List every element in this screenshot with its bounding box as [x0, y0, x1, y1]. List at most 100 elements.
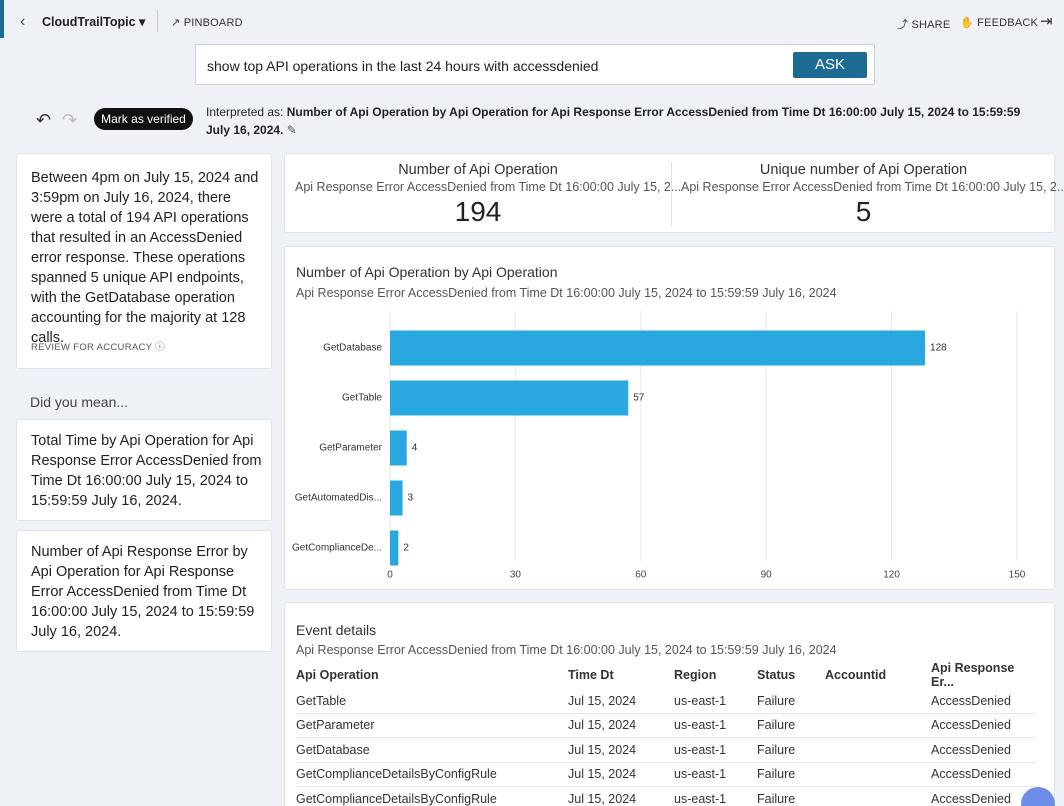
table-cell — [825, 786, 931, 806]
verify-button[interactable]: Mark as verified — [94, 108, 193, 130]
table-row: GetComplianceDetailsByConfigRule Jul 15, … — [296, 762, 1036, 787]
y-tick-label: GetTable — [342, 393, 382, 404]
search-box[interactable]: show top API operations in the last 24 h… — [195, 44, 875, 85]
topic-name: CloudTrailTopic — [42, 15, 136, 29]
chart-title: Number of Api Operation by Api Operation — [296, 264, 558, 280]
summary-card: Between 4pm on July 15, 2024 and 3:59pm … — [16, 153, 272, 369]
chart-subtitle: Api Response Error AccessDenied from Tim… — [296, 286, 837, 300]
x-tick-label: 120 — [883, 570, 900, 578]
collapse-icon[interactable]: ⇥ — [1040, 13, 1053, 30]
kpi-subtitle: Api Response Error AccessDenied from Tim… — [681, 180, 1064, 194]
x-tick-label: 60 — [635, 570, 647, 578]
table-cell — [825, 737, 931, 763]
suggestion-text: Number of Api Response Error by Api Oper… — [31, 544, 255, 640]
suggestion-card[interactable]: Total Time by Api Operation for Api Resp… — [16, 419, 272, 521]
chart-card: Number of Api Operation by Api Operation… — [284, 246, 1055, 590]
kpi-title: Number of Api Operation — [398, 162, 558, 178]
value-label: 4 — [412, 443, 418, 454]
table-cell: Jul 15, 2024 — [568, 737, 674, 763]
table-cell — [825, 762, 931, 787]
review-label: REVIEW FOR ACCURACY — [31, 342, 153, 353]
interp-prefix: Interpreted as: — [206, 105, 284, 119]
table-cell: AccessDenied — [931, 762, 1036, 787]
interpretation: Interpreted as: Number of Api Operation … — [206, 105, 1021, 137]
table-cell: GetComplianceDetailsByConfigRule — [296, 762, 568, 787]
side-strip — [0, 0, 4, 38]
y-tick-label: GetAutomatedDis... — [295, 493, 382, 504]
bar — [390, 530, 399, 566]
x-tick-label: 0 — [387, 570, 393, 578]
table-cell: us-east-1 — [674, 786, 757, 806]
assistant-button[interactable] — [1021, 787, 1055, 806]
divider — [157, 10, 158, 32]
table-row: GetDatabase Jul 15, 2024 us-east-1 Failure A… — [296, 737, 1036, 763]
table-row: GetTable Jul 15, 2024 us-east-1 Failure Acce… — [296, 689, 1036, 714]
x-tick-label: 150 — [1009, 570, 1026, 578]
table-cell: AccessDenied — [931, 786, 1036, 806]
kpi-value: 5 — [855, 196, 872, 227]
value-label: 128 — [930, 343, 947, 354]
redo[interactable]: ↷ — [62, 110, 78, 130]
share[interactable]: ⤴ SHARE — [897, 19, 951, 31]
column-header: Api Response Er... — [931, 661, 1015, 689]
interp-text: Number of Api Operation by Api Operation… — [206, 105, 1021, 137]
event-table: Api Operation Time Dt Region Status Accounti… — [296, 661, 1036, 806]
feedback-label: FEEDBACK — [977, 17, 1039, 29]
table-cell: us-east-1 — [674, 737, 757, 763]
kpi-divider — [671, 162, 672, 226]
table-title: Event details — [296, 622, 377, 638]
column-header: Region — [674, 668, 717, 682]
table-row: GetComplianceDetailsByConfigRule Jul 15, … — [296, 786, 1036, 806]
table-card: Event details Api Response Error AccessD… — [284, 602, 1055, 806]
bar — [390, 430, 407, 466]
topic[interactable]: CloudTrailTopic ▾ — [42, 15, 146, 29]
header-row: Api Operation Time Dt Region Status Accounti… — [296, 661, 1036, 689]
undo[interactable]: ↶ — [36, 110, 52, 130]
review[interactable]: REVIEW FOR ACCURACY ⓘ — [31, 342, 165, 353]
y-tick-label: GetParameter — [319, 443, 382, 454]
chart: 0 30 60 90 120 150 GetDatabase 128 GetTable 57 Get… — [292, 311, 1026, 578]
value-label: 57 — [633, 393, 645, 404]
kpi-title: Unique number of Api Operation — [759, 162, 968, 178]
table-cell: us-east-1 — [674, 689, 757, 714]
table-cell: Failure — [757, 786, 825, 806]
table-cell — [825, 689, 931, 714]
suggestion-text: Total Time by Api Operation for Api Resp… — [31, 433, 262, 509]
kpi-subtitle: Api Response Error AccessDenied from Tim… — [295, 180, 682, 194]
table-cell: Jul 15, 2024 — [568, 689, 674, 714]
kpi-value: 194 — [454, 196, 502, 227]
table-cell: Failure — [757, 762, 825, 787]
table-row: GetParameter Jul 15, 2024 us-east-1 Failure… — [296, 713, 1036, 738]
table-cell: GetComplianceDetailsByConfigRule — [296, 786, 568, 806]
back-icon[interactable]: ‹ — [20, 13, 26, 30]
table-cell: AccessDenied — [931, 737, 1036, 763]
table-cell: Failure — [757, 737, 825, 763]
suggestions-heading: Did you mean... — [30, 394, 129, 410]
y-tick-label: GetDatabase — [323, 343, 382, 354]
search-query: show top API operations in the last 24 h… — [207, 58, 599, 74]
table-cell: Failure — [757, 713, 825, 738]
suggestion-card[interactable]: Number of Api Response Error by Api Oper… — [16, 530, 272, 652]
table-cell: AccessDenied — [931, 713, 1036, 738]
table-subtitle: Api Response Error AccessDenied from Tim… — [296, 643, 837, 657]
share-label: SHARE — [911, 19, 951, 31]
table-cell — [825, 713, 931, 738]
bar — [390, 480, 403, 516]
y-tick-label: GetComplianceDe... — [292, 543, 382, 554]
column-header: Status — [757, 668, 796, 682]
table-cell: us-east-1 — [674, 762, 757, 787]
feedback[interactable]: ✋ FEEDBACK — [960, 17, 1039, 29]
x-tick-label: 30 — [510, 570, 522, 578]
plot-clip: 0 30 60 90 120 150 GetDatabase 128 GetTable 57 Get… — [285, 247, 1054, 578]
ask-button[interactable]: ASK — [793, 52, 867, 78]
value-label: 2 — [403, 543, 409, 554]
value-label: 3 — [408, 493, 414, 504]
pinboard[interactable]: ↗ PINBOARD — [171, 17, 243, 29]
column-header: Api Operation — [296, 668, 379, 682]
table-cell: us-east-1 — [674, 713, 757, 738]
bar — [390, 330, 926, 366]
table-cell: Jul 15, 2024 — [568, 786, 674, 806]
bar — [390, 380, 629, 416]
x-tick-label: 90 — [761, 570, 773, 578]
